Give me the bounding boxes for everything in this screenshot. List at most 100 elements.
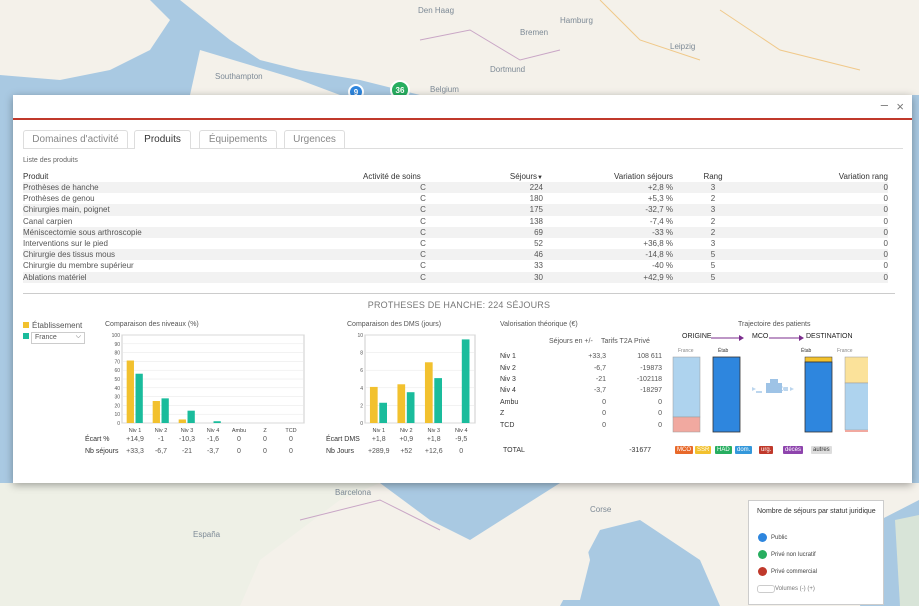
x-tick-label: Ambu — [232, 428, 246, 434]
close-icon[interactable]: × — [896, 99, 904, 114]
cell-activite: C — [363, 226, 483, 238]
x-tick-label: TCD — [285, 428, 296, 434]
map-label: España — [193, 530, 221, 539]
ecart-value: -10,3 — [179, 436, 195, 443]
cell-rang: 3 — [710, 239, 716, 249]
table-row[interactable]: Chirurgie des tissus mous C 46 -14,8 % 5 0 — [23, 249, 888, 261]
col-produit[interactable]: Produit — [23, 171, 49, 181]
chart-dms-title: Comparaison des DMS (jours) — [347, 321, 442, 328]
map-label: Den Haag — [418, 6, 455, 15]
x-tick-label: Niv 2 — [400, 428, 413, 434]
ecart-dms-label: Écart DMS — [326, 436, 360, 443]
valorisation-tarif: -18297 — [640, 387, 662, 395]
header-divider — [13, 118, 912, 120]
ecart-value: +14,9 — [126, 436, 144, 443]
table-row[interactable]: Prothèses de hanche C 224 +2,8 % 3 0 — [23, 182, 888, 194]
trajectoire-legend-item: dom. — [735, 446, 753, 454]
nb-jours-value: +289,9 — [367, 448, 390, 455]
cell-produit: Interventions sur le pied — [23, 239, 108, 249]
bar-etablissement — [178, 419, 186, 423]
valorisation-row: TCD 0 0 — [500, 419, 662, 430]
trajectoire-bars — [672, 356, 868, 433]
x-tick-label: Niv 1 — [129, 428, 142, 434]
ecart-value: 0 — [289, 436, 293, 443]
cell-rang: 5 — [673, 249, 753, 261]
volumes-toggle-icon[interactable] — [757, 585, 775, 593]
x-tick-label: Niv 2 — [155, 428, 168, 434]
table-row[interactable]: Méniscectomie sous arthroscopie C 69 -33 % 2… — [23, 226, 888, 238]
table-row[interactable]: Canal carpien C 138 -7,4 % 2 0 — [23, 216, 888, 227]
table-row[interactable]: Interventions sur le pied C 52 +36,8 % 3 0 — [23, 238, 888, 249]
france-dest-label: France — [837, 348, 853, 354]
products-table: Produit Activité de soins Séjours▼ Varia… — [23, 170, 888, 283]
tab-equipements[interactable]: Équipements — [199, 130, 277, 148]
valorisation-label: Ambu — [500, 398, 519, 406]
cell-variation-rang: 0 — [883, 261, 888, 271]
cell-variation: -32,7 % — [543, 204, 673, 216]
table-row[interactable]: Prothèses de genou C 180 +5,3 % 2 0 — [23, 193, 888, 204]
col-variation-rang[interactable]: Variation rang — [838, 171, 888, 181]
col-rang[interactable]: Rang — [703, 171, 723, 181]
nb-sejours-value: -6,7 — [154, 448, 168, 455]
etab-dest-label: Étab — [801, 348, 812, 354]
y-tick-label: 4 — [360, 386, 363, 392]
bar-etablissement — [397, 384, 406, 423]
table-row[interactable]: Chirurgie du membre supérieur C 33 -40 % 5 0 — [23, 260, 888, 271]
mco-icon-label: MCO — [770, 387, 784, 393]
valorisation-row: Niv 2 -6,7 -19873 — [500, 362, 662, 373]
map-label: Belgium — [430, 85, 459, 94]
col-sejours[interactable]: Séjours▼ — [483, 170, 543, 182]
col-activite[interactable]: Activité de soins — [363, 171, 421, 181]
valorisation-tarif: -102118 — [636, 375, 662, 383]
minimize-icon[interactable]: – — [880, 97, 888, 112]
valorisation-tarif: 0 — [658, 421, 662, 429]
tab-urgences[interactable]: Urgences — [284, 130, 345, 148]
origine-label: ORIGINE — [682, 333, 712, 340]
nb-sejours-value: -3,7 — [206, 448, 220, 455]
y-tick-label: 8 — [360, 351, 363, 357]
col-variation[interactable]: Variation séjours — [614, 171, 673, 181]
cell-sejours: 69 — [483, 226, 543, 238]
cell-variation: -40 % — [652, 261, 673, 271]
france-origin-label: France — [678, 348, 694, 354]
volumes-label: Volumes (-) (+) — [775, 586, 815, 592]
valorisation-sejours: +33,3 — [588, 353, 606, 361]
y-tick-label: 0 — [360, 421, 363, 427]
y-tick-label: 40 — [114, 386, 120, 392]
valorisation-tarif: -19873 — [640, 364, 662, 372]
public-dot — [758, 533, 767, 542]
nb-jours-value: +12,6 — [424, 448, 443, 455]
valorisation-label: Niv 4 — [500, 387, 516, 395]
cell-variation: +2,8 % — [543, 182, 673, 194]
cell-sejours: 46 — [483, 249, 543, 261]
chart-dms: 0 2 4 6 8 10 Niv 1 Niv 2 Niv 3 Niv 4 — [357, 333, 476, 434]
cell-sejours: 138 — [529, 216, 543, 226]
valorisation-row: Ambu 0 0 — [500, 397, 662, 408]
y-tick-label: 6 — [360, 368, 363, 374]
ecart-dms-value: +1,8 — [426, 436, 441, 443]
france-select-value: France — [35, 334, 57, 341]
public-label: Public — [771, 535, 788, 541]
france-select[interactable]: France ⌵ — [31, 332, 85, 344]
trajectoire-title: Trajectoire des patients — [738, 321, 811, 328]
cell-produit: Chirurgie du membre supérieur — [23, 261, 134, 271]
nb-sejours-value: 0 — [263, 448, 267, 455]
cell-variation-rang: 0 — [753, 271, 888, 283]
valorisation-tarif: 0 — [658, 398, 662, 406]
table-row[interactable]: Chirurgies main, poignet C 175 -32,7 % 3 0 — [23, 204, 888, 216]
france-swatch — [23, 333, 29, 339]
cell-produit: Canal carpien — [23, 216, 73, 226]
table-row[interactable]: Ablations matériel C 30 +42,9 % 5 0 — [23, 271, 888, 283]
y-tick-label: 100 — [112, 333, 121, 339]
x-tick-label: Niv 3 — [181, 428, 194, 434]
y-tick-label: 70 — [114, 359, 120, 365]
tab-domaines[interactable]: Domaines d'activité — [23, 130, 128, 148]
bar-france — [135, 373, 143, 423]
trajectoire-legend-item: autres — [811, 446, 832, 454]
nb-sejours-value: 0 — [289, 448, 293, 455]
valorisation-row: Niv 4 -3,7 -18297 — [500, 385, 662, 396]
tab-produits[interactable]: Produits — [134, 130, 191, 149]
valorisation-label: TCD — [500, 421, 515, 429]
cell-variation-rang: 0 — [753, 226, 888, 238]
ecart-dms-value: +0,9 — [399, 436, 414, 443]
